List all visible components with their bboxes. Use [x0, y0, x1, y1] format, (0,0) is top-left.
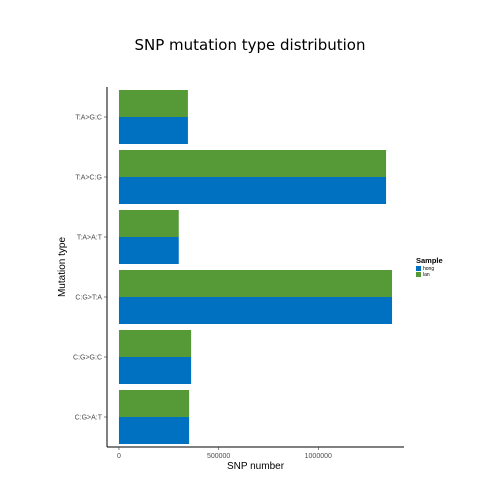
- legend-label-hong: hong: [423, 266, 434, 272]
- x-tick-label: 0: [117, 453, 121, 460]
- legend-title: Sample: [416, 256, 443, 265]
- y-ticks: C:G>A:T C:G>G:C C:G>T:A T:A>A:T T:A>C:G T:A>G…: [73, 115, 107, 422]
- bar-hong-tacg: [118, 177, 387, 204]
- bars-group: [118, 90, 393, 444]
- x-ticks: 0 500000 1000000: [117, 447, 332, 460]
- chart-title: SNP mutation type distribution: [134, 36, 365, 54]
- bar-lan-taat: [118, 210, 179, 237]
- y-axis-title: Mutation type: [57, 237, 68, 297]
- bar-lan-tacg: [118, 150, 387, 177]
- bar-lan-cgat: [118, 390, 190, 417]
- y-tick-label: C:G>A:T: [75, 415, 103, 422]
- bar-hong-cggc: [118, 357, 192, 384]
- y-tick-label: C:G>T:A: [75, 295, 102, 302]
- bar-hong-taat: [118, 237, 179, 264]
- y-tick-label: T:A>A:T: [77, 235, 103, 242]
- bar-lan-cggc: [118, 330, 192, 357]
- legend-swatch-lan: [416, 272, 421, 277]
- x-tick-label: 500000: [207, 453, 230, 460]
- legend-swatch-hong: [416, 266, 421, 271]
- y-tick-label: C:G>G:C: [73, 355, 102, 362]
- bar-hong-tagc: [118, 117, 188, 144]
- x-tick-label: 1000000: [305, 453, 332, 460]
- bar-hong-cgta: [118, 297, 393, 324]
- x-axis-title: SNP number: [227, 461, 285, 472]
- legend-label-lan: lan: [423, 272, 430, 278]
- bar-hong-cgat: [118, 417, 190, 444]
- y-tick-label: T:A>C:G: [75, 175, 102, 182]
- y-tick-label: T:A>G:C: [75, 115, 102, 122]
- bar-lan-cgta: [118, 270, 393, 297]
- bar-lan-tagc: [118, 90, 188, 117]
